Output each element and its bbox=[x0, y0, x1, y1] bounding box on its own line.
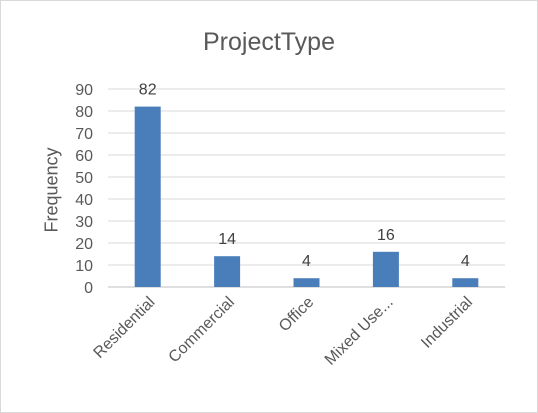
y-tick-label: 80 bbox=[75, 104, 93, 121]
chart-title: ProjectType bbox=[202, 28, 335, 56]
data-label: 14 bbox=[218, 231, 236, 248]
bar-commercial bbox=[214, 256, 241, 287]
data-labels: 82 14 4 16 4 bbox=[139, 82, 470, 271]
x-tick-labels: Residential Commercial Office Mixed Use... I… bbox=[91, 294, 477, 369]
y-tick-label: 20 bbox=[75, 236, 93, 253]
y-tick-label: 50 bbox=[75, 170, 93, 187]
y-tick-label: 40 bbox=[75, 192, 93, 209]
bar-office bbox=[293, 278, 320, 287]
data-label: 4 bbox=[302, 253, 311, 270]
bar-residential bbox=[134, 106, 161, 287]
gridlines bbox=[108, 88, 505, 288]
y-tick-label: 10 bbox=[75, 258, 93, 275]
y-tick-label: 90 bbox=[75, 82, 93, 99]
x-tick-label: Commercial bbox=[166, 294, 238, 366]
data-label: 4 bbox=[461, 253, 470, 270]
bars bbox=[134, 106, 479, 287]
y-tick-label: 70 bbox=[75, 126, 93, 143]
data-label: 82 bbox=[139, 82, 157, 99]
data-label: 16 bbox=[377, 227, 395, 244]
bar-industrial bbox=[452, 278, 479, 287]
x-tick-label: Office bbox=[276, 294, 317, 335]
x-tick-label: Industrial bbox=[418, 294, 476, 352]
y-tick-label: 60 bbox=[75, 148, 93, 165]
x-tick-label: Mixed Use... bbox=[322, 294, 397, 369]
bar-mixed-use bbox=[372, 251, 399, 287]
y-tick-label: 0 bbox=[84, 280, 93, 297]
y-tick-labels: 0 10 20 30 40 50 60 70 80 90 bbox=[75, 82, 93, 297]
y-tick-label: 30 bbox=[75, 214, 93, 231]
x-tick-label: Residential bbox=[91, 294, 159, 362]
